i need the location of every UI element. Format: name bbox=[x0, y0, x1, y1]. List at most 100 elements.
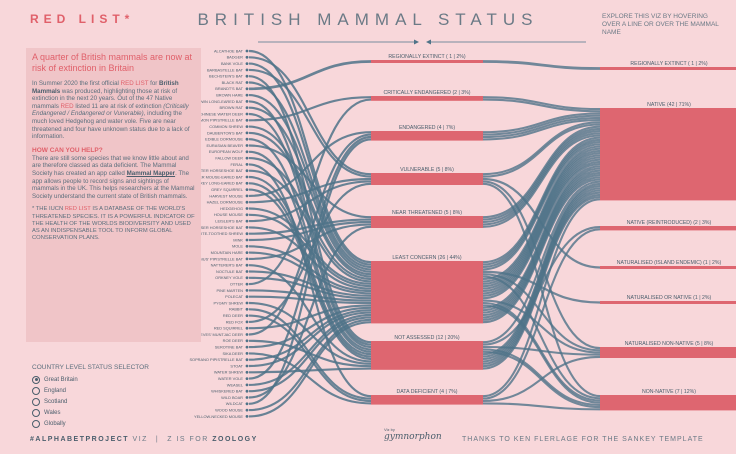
flow-line[interactable] bbox=[482, 163, 601, 300]
mammal-dot[interactable] bbox=[245, 55, 249, 59]
flow-line[interactable] bbox=[482, 112, 601, 134]
origin-bar[interactable] bbox=[600, 226, 736, 231]
mammal-dot[interactable] bbox=[245, 364, 249, 368]
flow-line[interactable] bbox=[482, 96, 601, 111]
flow-line[interactable] bbox=[248, 131, 372, 197]
mammal-dot[interactable] bbox=[245, 188, 249, 192]
flow-line[interactable] bbox=[482, 119, 601, 141]
status-bar[interactable] bbox=[371, 395, 483, 405]
flow-line[interactable] bbox=[248, 270, 372, 297]
mammal-label[interactable]: WHISKERED BAT bbox=[211, 389, 244, 394]
status-bar[interactable] bbox=[371, 173, 483, 185]
flow-line[interactable] bbox=[248, 96, 372, 122]
flow-line[interactable] bbox=[482, 114, 601, 136]
mammal-dot[interactable] bbox=[245, 194, 249, 198]
mammal-label[interactable]: WEASEL bbox=[227, 382, 244, 387]
mammal-dot[interactable] bbox=[245, 282, 249, 286]
flow-line[interactable] bbox=[248, 295, 372, 305]
status-bar[interactable] bbox=[371, 261, 483, 324]
flow-line[interactable] bbox=[482, 98, 601, 113]
mammal-label[interactable]: COMMON SHREW bbox=[209, 124, 243, 129]
mammal-dot[interactable] bbox=[245, 326, 249, 330]
mammal-dot[interactable] bbox=[245, 257, 249, 261]
mammal-dot[interactable] bbox=[245, 87, 249, 91]
mammal-label[interactable]: FERAL bbox=[230, 162, 243, 167]
mammal-label[interactable]: WOOD MOUSE bbox=[215, 408, 243, 413]
mammal-dot[interactable] bbox=[245, 389, 249, 393]
origin-bar[interactable] bbox=[600, 67, 736, 70]
selector-option[interactable]: England bbox=[32, 385, 202, 396]
mammal-dot[interactable] bbox=[245, 213, 249, 217]
flow-line[interactable] bbox=[248, 60, 372, 91]
status-bar[interactable] bbox=[371, 96, 483, 101]
mammal-label[interactable]: SEROTINE BAT bbox=[215, 345, 244, 350]
status-bar[interactable] bbox=[371, 216, 483, 228]
mammal-label[interactable]: ROE DEER bbox=[223, 338, 244, 343]
flow-line[interactable] bbox=[248, 182, 372, 323]
mammal-dot[interactable] bbox=[245, 169, 249, 173]
mammal-label[interactable]: GREY SQUIRREL bbox=[211, 187, 244, 192]
mammal-dot[interactable] bbox=[245, 49, 249, 53]
mammal-label[interactable]: NATTERER'S BAT bbox=[211, 263, 244, 268]
mammal-dot[interactable] bbox=[245, 289, 249, 292]
mammal-label[interactable]: BARBASTELLE BAT bbox=[207, 67, 244, 72]
mammal-dot[interactable] bbox=[245, 175, 249, 179]
mammal-label[interactable]: WILD BOAR bbox=[221, 395, 243, 400]
mammal-label[interactable]: LESSER WHITE-TOOTHED SHREW bbox=[178, 231, 243, 236]
flow-line[interactable] bbox=[482, 134, 601, 228]
flow-line[interactable] bbox=[248, 223, 372, 260]
mammal-dot[interactable] bbox=[245, 295, 249, 299]
mammal-dot[interactable] bbox=[245, 301, 249, 305]
flow-line[interactable] bbox=[248, 321, 372, 418]
mammal-label[interactable]: PYGMY SHREW bbox=[213, 300, 243, 305]
mammal-dot[interactable] bbox=[245, 150, 249, 154]
flow-line[interactable] bbox=[248, 144, 372, 219]
flow-line[interactable] bbox=[482, 198, 601, 398]
mammal-label[interactable]: HAZEL DORMOUSE bbox=[207, 200, 244, 205]
flow-line[interactable] bbox=[248, 218, 372, 235]
mammal-dot[interactable] bbox=[245, 137, 249, 141]
flow-line[interactable] bbox=[482, 121, 601, 176]
mammal-dot[interactable] bbox=[245, 270, 249, 273]
mammal-label[interactable]: COMMON PIPISTRELLE BAT bbox=[191, 118, 244, 123]
mammal-dot[interactable] bbox=[245, 377, 249, 380]
flow-line[interactable] bbox=[482, 182, 601, 398]
flow-line[interactable] bbox=[248, 133, 372, 336]
flow-line[interactable] bbox=[248, 68, 372, 178]
mammal-dot[interactable] bbox=[245, 263, 249, 267]
flow-line[interactable] bbox=[482, 130, 601, 224]
mammal-dot[interactable] bbox=[245, 238, 249, 242]
origin-bar[interactable] bbox=[600, 108, 736, 201]
flow-line[interactable] bbox=[248, 100, 372, 346]
flow-line[interactable] bbox=[248, 131, 372, 278]
mammal-dot[interactable] bbox=[245, 251, 249, 255]
origin-bar[interactable] bbox=[600, 266, 736, 269]
mammal-label[interactable]: BROWN HARE bbox=[216, 93, 243, 98]
mammal-label[interactable]: EDIBLE DORMOUSE bbox=[205, 137, 243, 142]
mammal-label[interactable]: WATER SHREW bbox=[214, 370, 244, 375]
mammal-label[interactable]: STOAT bbox=[230, 363, 243, 368]
flow-line[interactable] bbox=[248, 311, 372, 368]
mammal-dot[interactable] bbox=[245, 200, 249, 204]
mammal-dot[interactable] bbox=[245, 144, 249, 147]
flow-line[interactable] bbox=[482, 123, 601, 178]
mammal-dot[interactable] bbox=[245, 408, 249, 412]
status-bar[interactable] bbox=[371, 60, 483, 63]
flow-line[interactable] bbox=[482, 402, 601, 411]
mammal-dot[interactable] bbox=[245, 112, 249, 116]
mammal-dot[interactable] bbox=[245, 333, 249, 336]
mammal-label[interactable]: EUROPEAN WOLF bbox=[209, 149, 244, 154]
mammal-label[interactable]: BANK VOLE bbox=[221, 61, 243, 66]
flow-line[interactable] bbox=[248, 135, 372, 380]
mammal-dot[interactable] bbox=[245, 383, 249, 387]
flow-line[interactable] bbox=[248, 289, 372, 302]
mammal-dot[interactable] bbox=[245, 207, 249, 210]
flow-line[interactable] bbox=[248, 313, 372, 386]
mammal-mapper-link[interactable]: Mammal Mapper bbox=[126, 169, 176, 177]
mammal-label[interactable]: HEDGEHOG bbox=[220, 206, 243, 211]
selector-option[interactable]: Wales bbox=[32, 407, 202, 418]
mammal-label[interactable]: NATHUSIUS' PIPISTRELLE BAT bbox=[186, 256, 244, 261]
origin-bar[interactable] bbox=[600, 347, 736, 358]
mammal-dot[interactable] bbox=[245, 226, 249, 229]
mammal-dot[interactable] bbox=[245, 396, 249, 399]
